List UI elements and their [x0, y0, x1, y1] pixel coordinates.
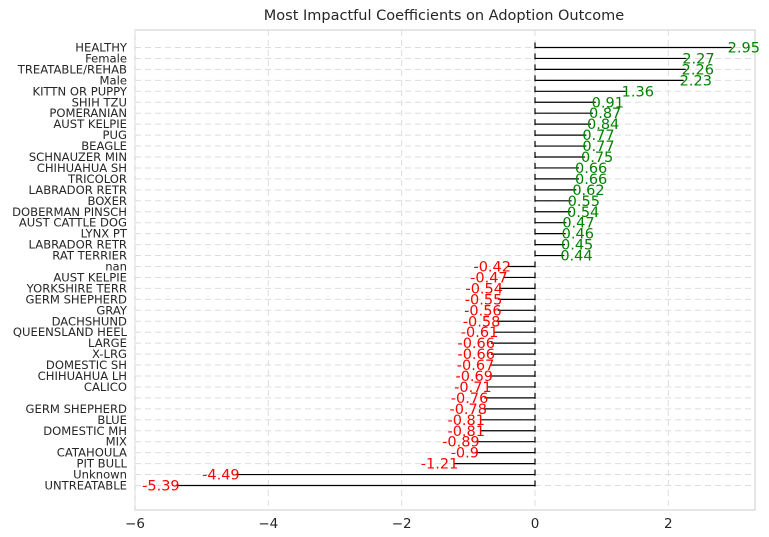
value-label: -0.42 — [473, 260, 511, 276]
category-label: nan — [105, 260, 127, 274]
category-label: CHIHUAHUA SH — [37, 161, 127, 175]
category-label: AUST CATTLE DOG — [19, 216, 127, 230]
category-label: DOBERMAN PINSCH — [12, 205, 127, 219]
value-label: 2.23 — [680, 73, 712, 89]
value-label: -5.39 — [142, 479, 180, 495]
category-label: SHIH TZU — [72, 95, 127, 109]
category-label: DACHSHUND — [52, 314, 127, 328]
category-label: LYNX PT — [81, 227, 128, 241]
value-label: 0.77 — [582, 139, 614, 155]
value-label: 0.54 — [567, 205, 599, 221]
value-labels: 2.952.272.262.231.360.910.870.840.770.77… — [142, 41, 760, 495]
category-label: GRAY — [96, 303, 128, 317]
category-label: QUEENSLAND HEEL — [13, 325, 128, 339]
category-label: AUST KELPIE — [53, 270, 127, 284]
category-label: POMERANIAN — [49, 106, 127, 120]
x-tick-label: −4 — [258, 516, 278, 532]
value-label: 0.77 — [582, 128, 614, 144]
category-label: AUST KELPIE — [53, 117, 127, 131]
category-label: X-LRG — [92, 347, 127, 361]
category-label: Unknown — [73, 468, 127, 482]
category-label: CHIHUAHUA LH — [38, 369, 127, 383]
value-label: 0.44 — [560, 249, 592, 265]
value-label: 0.66 — [575, 172, 607, 188]
value-label: -0.89 — [442, 435, 480, 451]
value-label: -0.47 — [470, 270, 508, 286]
category-label: HEALTHY — [75, 41, 128, 55]
category-label: LABRADOR RETR — [29, 238, 127, 252]
value-label: -0.78 — [449, 402, 487, 418]
value-label: 0.87 — [589, 106, 621, 122]
value-label: 0.45 — [561, 238, 593, 254]
value-label: 1.36 — [622, 84, 654, 100]
x-axis-ticks: −6 −4 −2 0 2 — [125, 516, 673, 532]
category-label: Male — [100, 73, 127, 87]
x-tick-label: 0 — [531, 516, 540, 532]
plot-area — [134, 29, 756, 511]
value-label: -1.21 — [421, 457, 459, 473]
value-label: 0.66 — [575, 161, 607, 177]
value-label: -0.76 — [451, 391, 489, 407]
x-tick-label: −2 — [392, 516, 412, 532]
category-label: YORKSHIRE TERR — [26, 281, 127, 295]
value-label: 2.95 — [728, 41, 760, 57]
category-label: BEAGLE — [81, 139, 127, 153]
category-label: LABRADOR RETR — [29, 183, 127, 197]
category-label: Female — [85, 51, 127, 65]
category-label: DOMESTIC SH — [46, 358, 127, 372]
value-label: -0.55 — [465, 292, 503, 308]
value-label: 0.91 — [592, 95, 624, 111]
category-label: CATAHOULA — [57, 446, 127, 460]
value-label: 0.55 — [568, 194, 600, 210]
value-label: 0.75 — [581, 150, 613, 166]
category-label: DOMESTIC MH — [43, 424, 127, 438]
value-label: -0.56 — [464, 303, 502, 319]
value-label: -0.81 — [447, 413, 485, 429]
value-label: -0.9 — [451, 446, 479, 462]
category-label: GERM SHEPHERD — [26, 402, 128, 416]
category-label: BOXER — [88, 194, 127, 208]
category-label: RAT TERRIER — [52, 249, 127, 263]
x-tick-label: 2 — [664, 516, 673, 532]
bars — [175, 42, 732, 487]
category-label: LARGE — [88, 336, 127, 350]
value-label: 0.46 — [562, 227, 594, 243]
value-label: -4.49 — [202, 468, 240, 484]
category-label: MIX — [106, 435, 127, 449]
value-label: -0.67 — [457, 358, 495, 374]
category-label: SCHNAUZER MIN — [29, 150, 127, 164]
category-label: PUG — [103, 128, 127, 142]
value-label: -0.54 — [465, 281, 503, 297]
value-label: 0.62 — [572, 183, 604, 199]
value-label: -0.71 — [454, 380, 492, 396]
category-label: TREATABLE/REHAB — [17, 62, 127, 76]
chart-title: Most Impactful Coefficients on Adoption … — [264, 8, 624, 24]
value-label: 2.26 — [682, 62, 714, 78]
value-label: -0.61 — [461, 325, 499, 341]
category-label: KITTN OR PUPPY — [33, 84, 128, 98]
value-label: 2.27 — [682, 51, 714, 67]
category-label: CALICO — [84, 380, 127, 394]
category-label: GERM SHEPHERD — [26, 292, 128, 306]
x-tick-label: −6 — [125, 516, 145, 532]
grid — [134, 30, 755, 510]
value-label: -0.81 — [447, 424, 485, 440]
value-label: -0.66 — [457, 336, 495, 352]
value-label: -0.66 — [457, 347, 495, 363]
category-label: BLUE — [97, 413, 127, 427]
category-label: PIT BULL — [76, 457, 127, 471]
category-label: TRICOLOR — [67, 172, 127, 186]
value-label: -0.58 — [463, 314, 501, 330]
category-label: UNTREATABLE — [44, 479, 127, 493]
value-label: -0.69 — [455, 369, 493, 385]
value-label: 0.84 — [587, 117, 619, 133]
value-label: 0.47 — [562, 216, 594, 232]
